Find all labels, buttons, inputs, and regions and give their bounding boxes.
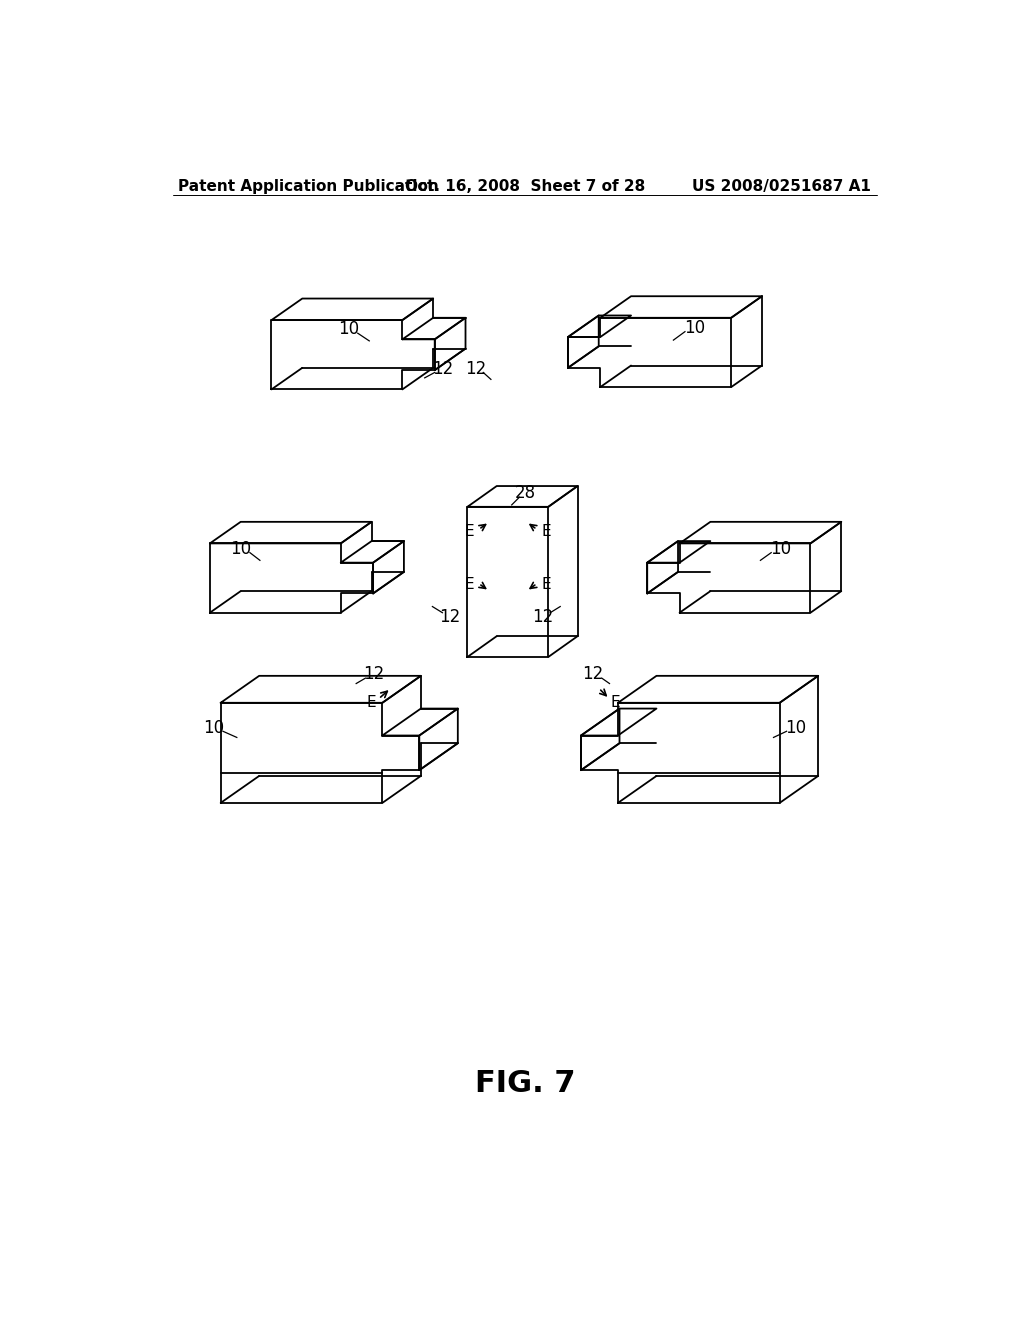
Text: Oct. 16, 2008  Sheet 7 of 28: Oct. 16, 2008 Sheet 7 of 28 bbox=[404, 180, 645, 194]
Text: E: E bbox=[367, 694, 377, 710]
Text: 12: 12 bbox=[582, 665, 603, 684]
Text: 10: 10 bbox=[230, 540, 251, 558]
Text: E: E bbox=[542, 577, 551, 593]
Text: 12: 12 bbox=[439, 607, 461, 626]
Text: 10: 10 bbox=[203, 719, 224, 737]
Text: 10: 10 bbox=[785, 719, 807, 737]
Text: 12: 12 bbox=[531, 607, 553, 626]
Text: 12: 12 bbox=[364, 665, 384, 684]
Text: E: E bbox=[465, 577, 474, 593]
Text: 28: 28 bbox=[515, 484, 537, 503]
Text: US 2008/0251687 A1: US 2008/0251687 A1 bbox=[692, 180, 871, 194]
Text: 10: 10 bbox=[684, 319, 706, 337]
Text: 10: 10 bbox=[770, 540, 791, 558]
Text: 12: 12 bbox=[465, 359, 486, 378]
Text: E: E bbox=[542, 524, 551, 539]
Text: E: E bbox=[611, 694, 621, 710]
Text: 10: 10 bbox=[338, 321, 359, 338]
Text: FIG. 7: FIG. 7 bbox=[474, 1069, 575, 1098]
Text: E: E bbox=[465, 524, 474, 539]
Text: 12: 12 bbox=[432, 359, 454, 378]
Text: Patent Application Publication: Patent Application Publication bbox=[178, 180, 439, 194]
